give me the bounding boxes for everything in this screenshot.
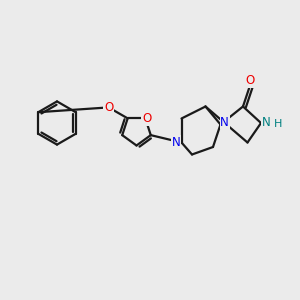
Text: O: O (246, 74, 255, 87)
Text: H: H (274, 119, 282, 129)
Text: N: N (172, 136, 181, 149)
Text: N: N (262, 116, 271, 130)
Text: O: O (142, 112, 152, 125)
Text: N: N (220, 116, 229, 129)
Text: O: O (104, 101, 113, 114)
